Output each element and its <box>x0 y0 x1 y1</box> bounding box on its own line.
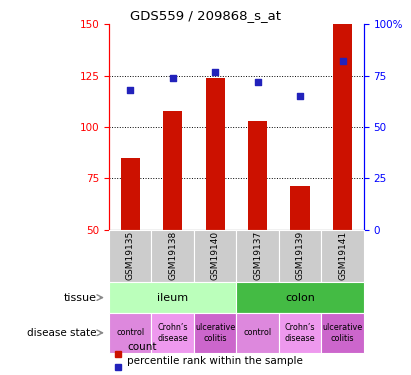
Text: GSM19141: GSM19141 <box>338 231 347 280</box>
Bar <box>194 313 236 352</box>
Bar <box>109 313 151 352</box>
Text: ileum: ileum <box>157 292 188 303</box>
Bar <box>206 78 225 230</box>
Text: Crohn’s
disease: Crohn’s disease <box>157 323 188 342</box>
Text: GDS559 / 209868_s_at: GDS559 / 209868_s_at <box>130 9 281 22</box>
Bar <box>151 313 194 352</box>
Bar <box>109 282 236 313</box>
Text: GSM19139: GSM19139 <box>296 231 305 280</box>
Bar <box>279 313 321 352</box>
Text: control: control <box>243 328 272 338</box>
Bar <box>194 230 236 282</box>
Bar <box>236 230 279 282</box>
Text: GSM19140: GSM19140 <box>210 231 219 280</box>
Bar <box>163 111 182 230</box>
Text: disease state: disease state <box>27 328 97 338</box>
Text: control: control <box>116 328 144 338</box>
Point <box>127 87 134 93</box>
Text: tissue: tissue <box>64 292 97 303</box>
Bar <box>236 313 279 352</box>
Point <box>254 79 261 85</box>
Bar <box>279 230 321 282</box>
Text: colon: colon <box>285 292 315 303</box>
Text: GSM19137: GSM19137 <box>253 231 262 280</box>
Bar <box>151 230 194 282</box>
Point <box>297 93 303 99</box>
Point <box>212 69 218 75</box>
Bar <box>248 121 267 230</box>
Text: ulcerative
colitis: ulcerative colitis <box>195 323 235 342</box>
Text: GSM19138: GSM19138 <box>168 231 177 280</box>
Text: GSM19135: GSM19135 <box>126 231 135 280</box>
Text: Crohn’s
disease: Crohn’s disease <box>285 323 315 342</box>
Text: ulcerative
colitis: ulcerative colitis <box>322 323 363 342</box>
Bar <box>109 230 151 282</box>
Point <box>339 58 346 64</box>
Bar <box>333 24 352 229</box>
Text: count: count <box>127 342 157 352</box>
Bar <box>321 313 364 352</box>
Bar <box>236 282 364 313</box>
Text: percentile rank within the sample: percentile rank within the sample <box>127 356 303 366</box>
Bar <box>321 230 364 282</box>
Bar <box>291 186 309 230</box>
Bar <box>120 158 140 230</box>
Point <box>169 75 176 81</box>
